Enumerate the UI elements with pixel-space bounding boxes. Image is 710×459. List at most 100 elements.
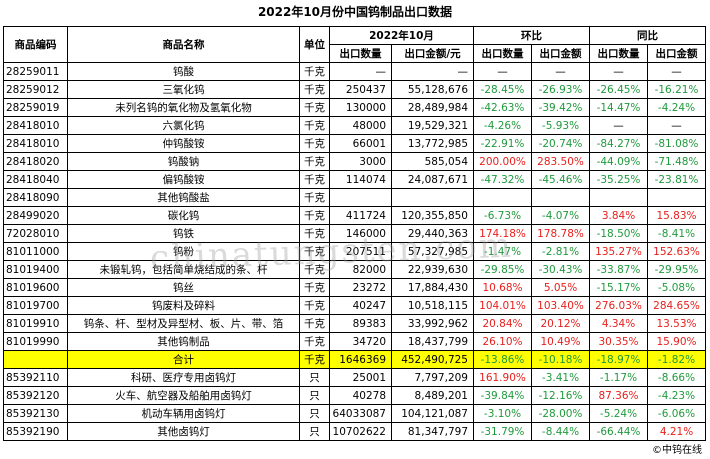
cell-yoy-value: — [647, 116, 706, 135]
cell-yoy-qty: 3.84% [589, 206, 648, 225]
cell-name: 六氯化钨 [67, 116, 300, 135]
cell-mom-qty: 174.18% [473, 224, 532, 243]
cell-name: 钨铁 [67, 224, 300, 243]
cell-yoy-qty [589, 188, 648, 207]
cell-code: 28259011 [3, 62, 68, 81]
cell-export-qty: 48000 [329, 116, 392, 135]
cell-mom-qty: -22.91% [473, 134, 532, 153]
cell-unit: 只 [299, 386, 330, 405]
cell-mom-qty: 26.10% [473, 332, 532, 351]
cell-export-value: 19,529,321 [391, 116, 474, 135]
header-unit: 单位 [299, 26, 330, 63]
cell-name: 未锻轧钨，包括简单烧结成的条、杆 [67, 260, 300, 279]
cell-unit: 千克 [299, 350, 330, 369]
cell-yoy-value: -29.95% [647, 260, 706, 279]
header-export-qty: 出口数量 [329, 44, 392, 63]
cell-export-qty: 411724 [329, 206, 392, 225]
table-row: 28259019 未列名钨的氧化物及氢氧化物 千克 130000 28,489,984-… [3, 98, 706, 117]
cell-code: 28259019 [3, 98, 68, 117]
table-row: 85392120 火车、航空器及船舶用卤钨灯只 40278 8,489,201 -39.… [3, 386, 706, 405]
cell-mom-qty: 10.68% [473, 278, 532, 297]
cell-unit: 千克 [299, 278, 330, 297]
table-row: 81019600 钨丝 千克 23272 17,884,430 10.68% 5.05% -1… [3, 278, 706, 297]
cell-mom-qty: -13.86% [473, 350, 532, 369]
cell-export-value: 104,121,087 [391, 404, 474, 423]
cell-yoy-qty: -14.47% [589, 98, 648, 117]
cell-unit: 千克 [299, 98, 330, 117]
table-row: 28418020 钨酸钠 千克 3000 585,054 200.00% 283.50% -4… [3, 152, 706, 171]
cell-export-qty: 130000 [329, 98, 392, 117]
cell-unit: 千克 [299, 332, 330, 351]
cell-export-qty: 64033087 [329, 404, 392, 423]
cell-unit: 千克 [299, 152, 330, 171]
cell-unit: 千克 [299, 314, 330, 333]
table-row: 85392190 其他卤钨灯只 10702622 81,347,797 -31.79% -… [3, 422, 706, 441]
cell-mom-qty: -31.79% [473, 422, 532, 441]
cell-yoy-qty: 276.03% [589, 296, 648, 315]
cell-mom-value: 283.50% [531, 152, 590, 171]
cell-code: 28418010 [3, 116, 68, 135]
cell-export-qty: — [329, 62, 392, 81]
cell-export-value: — [391, 62, 474, 81]
cell-code: 81019700 [3, 296, 68, 315]
cell-yoy-qty: 4.34% [589, 314, 648, 333]
table-row: 81011000 钨粉 千克 207511 57,327,985 -1.47% -2.81%… [3, 242, 706, 261]
cell-export-value: 452,490,725 [391, 350, 474, 369]
cell-yoy-value: -6.06% [647, 404, 706, 423]
cell-code: 81011000 [3, 242, 68, 261]
cell-yoy-qty: — [589, 116, 648, 135]
cell-code: 28418010 [3, 134, 68, 153]
cell-yoy-qty: -18.97% [589, 350, 648, 369]
cell-unit: 千克 [299, 62, 330, 81]
cell-mom-qty: -4.26% [473, 116, 532, 135]
cell-yoy-value: 15.90% [647, 332, 706, 351]
cell-yoy-qty: -18.50% [589, 224, 648, 243]
cell-export-qty [329, 188, 392, 207]
table-row: 28418040 偏钨酸铵 千克 114074 24,087,671 -47.32% -45… [3, 170, 706, 189]
cell-name: 钨条、杆、型材及异型材、板、片、带、箔 [67, 314, 300, 333]
cell-name: 钨粉 [67, 242, 300, 261]
cell-export-qty: 10702622 [329, 422, 392, 441]
cell-name: 其他钨制品 [67, 332, 300, 351]
cell-export-value: 18,437,799 [391, 332, 474, 351]
cell-name: 钨丝 [67, 278, 300, 297]
cell-unit: 千克 [299, 296, 330, 315]
cell-yoy-value: -81.08% [647, 134, 706, 153]
cell-name: 钨酸 [67, 62, 300, 81]
cell-export-value: 29,440,363 [391, 224, 474, 243]
cell-unit: 千克 [299, 116, 330, 135]
cell-yoy-value: -1.82% [647, 350, 706, 369]
cell-export-qty: 207511 [329, 242, 392, 261]
header-row-2: 出口数量 出口金额/元 出口数量 出口金额 出口数量 出口金额 [4, 44, 706, 63]
cell-unit: 千克 [299, 206, 330, 225]
table-body: 28259011 钨酸 千克 — — — — — —28259012 三氧化钨 千克 250437 55… [3, 62, 706, 441]
header-mom: 环比 [473, 26, 590, 45]
table-row: 28418010 仲钨酸铵 千克 66001 13,772,985 -22.91% -20.… [3, 134, 706, 153]
cell-code: 85392130 [3, 404, 68, 423]
cell-export-value: 33,992,962 [391, 314, 474, 333]
table-row: 85392110 科研、医疗专用卤钨灯只 25001 7,797,209 161.90%… [3, 368, 706, 387]
cell-mom-qty: 161.90% [473, 368, 532, 387]
cell-yoy-value: — [647, 62, 706, 81]
cell-export-qty: 114074 [329, 170, 392, 189]
cell-yoy-qty: -35.25% [589, 170, 648, 189]
cell-export-value: 57,327,985 [391, 242, 474, 261]
cell-code: 28418090 [3, 188, 68, 207]
cell-export-qty: 89383 [329, 314, 392, 333]
cell-mom-value: -20.74% [531, 134, 590, 153]
total-row: 合计 千克 1646369 452,490,725 -13.86% -10.18% -18.… [3, 350, 706, 369]
cell-yoy-qty: -44.09% [589, 152, 648, 171]
cell-yoy-value: -4.24% [647, 98, 706, 117]
cell-export-value: 28,489,984 [391, 98, 474, 117]
cell-mom-qty: 104.01% [473, 296, 532, 315]
table-row: 28418090 其他钨酸盐 千克 [3, 188, 706, 207]
cell-name: 其他卤钨灯 [67, 422, 300, 441]
cell-yoy-value: 4.21% [647, 422, 706, 441]
cell-mom-value: — [531, 62, 590, 81]
cell-yoy-value: 152.63% [647, 242, 706, 261]
cell-mom-value: 5.05% [531, 278, 590, 297]
cell-yoy-value: -23.81% [647, 170, 706, 189]
cell-mom-value: -5.93% [531, 116, 590, 135]
cell-code [3, 350, 68, 369]
